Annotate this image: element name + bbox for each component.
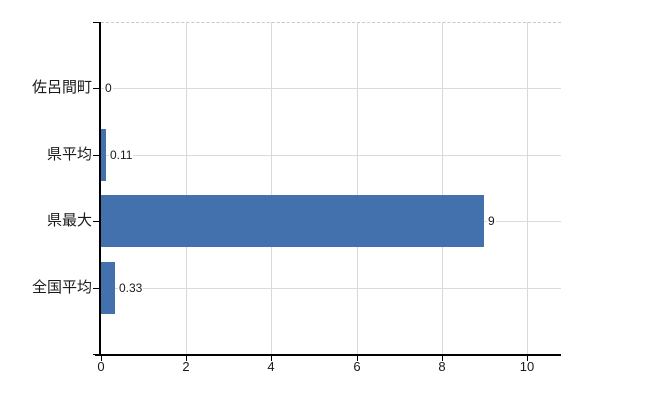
x-axis-tick: [357, 356, 358, 361]
value-label: 0.33: [118, 280, 144, 296]
plot-area: 0 0.11 9 0.33: [101, 22, 561, 354]
plot-top-border: [101, 22, 561, 23]
x-axis-tick-label: 8: [438, 359, 446, 374]
x-axis-tick-label: 0: [97, 359, 105, 374]
x-axis-tick-label: 2: [182, 359, 190, 374]
x-axis-tick-label: 6: [353, 359, 361, 374]
y-axis-tick: [93, 354, 99, 355]
bar: [101, 262, 115, 314]
value-label: 9: [487, 213, 496, 229]
y-axis-tick: [93, 22, 99, 23]
horizontal-gridline: [101, 288, 561, 289]
y-axis-tick: [93, 155, 99, 156]
x-axis-line: [95, 354, 561, 356]
y-axis-tick: [93, 288, 99, 289]
value-label: 0.11: [109, 147, 134, 163]
vertical-gridline: [186, 22, 188, 354]
vertical-gridline: [271, 22, 273, 354]
x-axis-tick-label: 4: [267, 359, 275, 374]
x-axis-tick: [271, 356, 272, 361]
y-axis-tick: [93, 221, 99, 222]
category-label: 県平均: [46, 146, 92, 163]
vertical-gridline: [356, 22, 358, 354]
category-label: 佐呂間町: [31, 79, 92, 96]
bar: [101, 195, 484, 247]
category-label: 県最大: [46, 212, 92, 229]
x-axis-tick: [527, 356, 528, 361]
x-axis-tick-label: 10: [519, 359, 535, 374]
y-axis-line: [99, 22, 101, 356]
vertical-gridline: [526, 22, 528, 354]
vertical-gridline: [441, 22, 443, 354]
horizontal-gridline: [101, 155, 561, 156]
horizontal-gridline: [101, 88, 561, 89]
x-axis-tick: [442, 356, 443, 361]
x-axis-tick: [186, 356, 187, 361]
value-label: 0: [104, 80, 113, 96]
y-axis-tick: [93, 88, 99, 89]
category-label: 全国平均: [31, 279, 92, 296]
bar: [101, 129, 106, 181]
x-axis-tick: [101, 356, 102, 361]
